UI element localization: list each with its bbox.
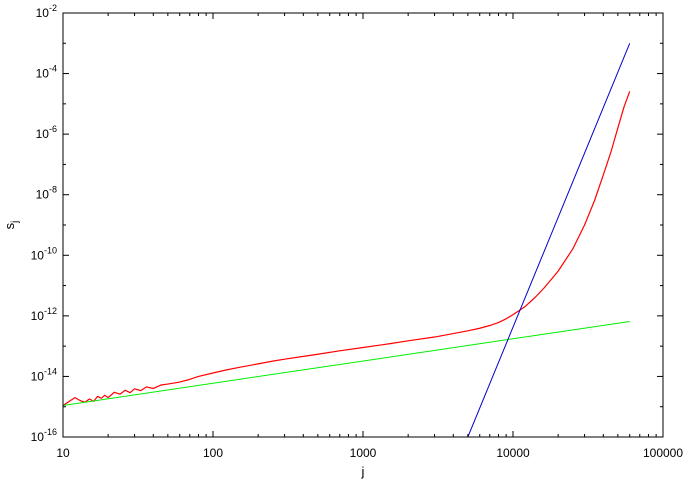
x-tick-label: 100	[203, 446, 223, 460]
blue-fit-line	[467, 43, 631, 437]
y-tick-label-exponent: -8	[49, 185, 57, 195]
y-tick-label-exponent: -14	[44, 366, 57, 376]
y-tick-label-exponent: -16	[44, 427, 57, 437]
y-tick-label-base: 10	[31, 248, 45, 262]
y-tick-label: 10-14	[31, 366, 57, 383]
y-tick-label: 10-2	[36, 3, 57, 20]
y-axis-label: sj	[2, 221, 21, 230]
y-tick-label: 10-12	[31, 306, 57, 323]
y-axis-label-main: s	[2, 222, 17, 229]
data-series-line	[63, 91, 631, 406]
y-tick-label: 10-6	[36, 124, 57, 141]
y-tick-label-exponent: -6	[49, 124, 57, 134]
y-tick-label-base: 10	[36, 67, 50, 81]
x-tick-label: 100000	[643, 446, 683, 460]
y-tick-label: 10-4	[36, 64, 57, 81]
x-tick-label: 10	[56, 446, 70, 460]
y-tick-label-base: 10	[36, 188, 50, 202]
plot-frame	[62, 12, 664, 438]
y-tick-label: 10-10	[31, 245, 57, 262]
plot-area	[63, 43, 631, 437]
y-tick-label: 10-16	[31, 427, 57, 444]
x-tick-label: 10000	[496, 446, 530, 460]
y-tick-label-exponent: -10	[44, 245, 57, 255]
y-tick-label-exponent: -4	[49, 64, 57, 74]
y-tick-label-exponent: -12	[44, 306, 57, 316]
y-tick-label-base: 10	[31, 369, 45, 383]
green-fit-line	[63, 321, 630, 406]
y-axis-label-subscript: j	[10, 221, 21, 224]
y-tick-label-base: 10	[36, 6, 50, 20]
y-tick-label: 10-8	[36, 185, 57, 202]
y-tick-label-base: 10	[31, 309, 45, 323]
x-tick-label: 1000	[350, 446, 377, 460]
axis-ticks: 10 100 1000 10000 10000010-1610-1410-1210-10…	[31, 3, 684, 460]
y-tick-label-exponent: -2	[49, 3, 57, 13]
y-tick-label-base: 10	[36, 127, 50, 141]
y-tick-label-base: 10	[31, 430, 45, 444]
x-axis-label: j	[361, 464, 365, 479]
